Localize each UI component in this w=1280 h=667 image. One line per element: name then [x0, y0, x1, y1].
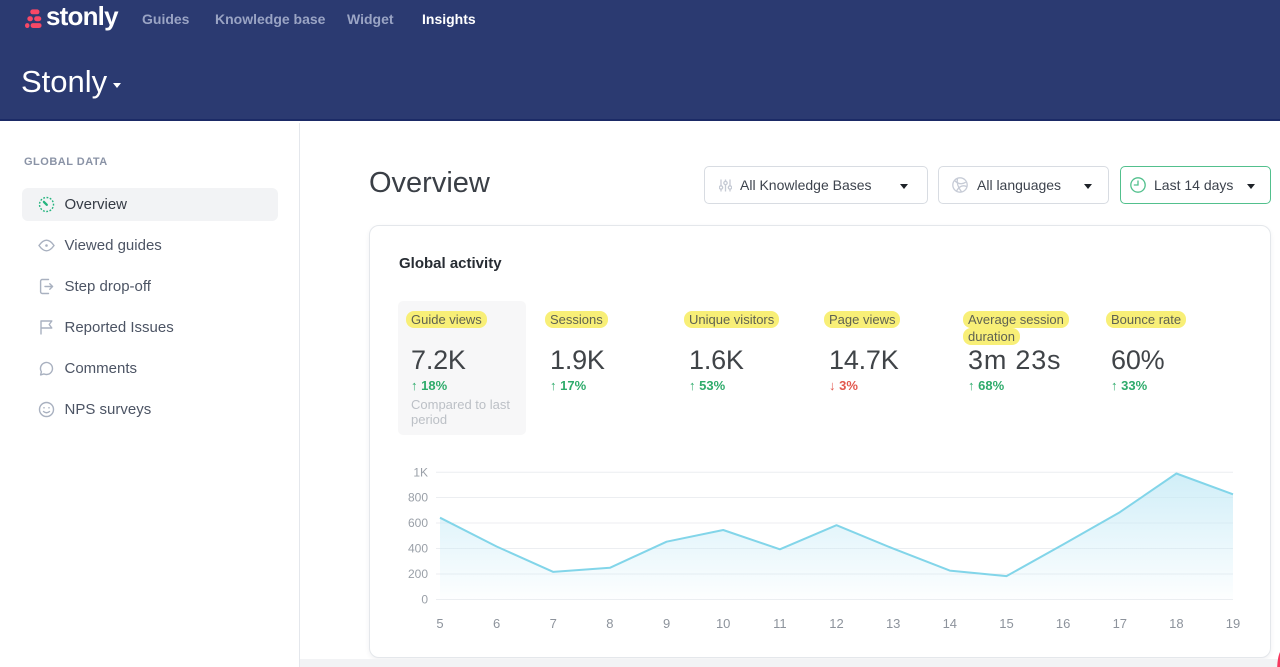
svg-text:10: 10	[716, 616, 730, 631]
svg-text:5: 5	[436, 616, 443, 631]
svg-text:0: 0	[421, 593, 428, 607]
svg-text:15: 15	[999, 616, 1013, 631]
svg-text:800: 800	[408, 491, 428, 505]
svg-text:11: 11	[773, 616, 787, 631]
svg-text:18: 18	[1169, 616, 1183, 631]
svg-text:6: 6	[493, 616, 500, 631]
svg-text:19: 19	[1226, 616, 1240, 631]
svg-text:1K: 1K	[413, 466, 428, 480]
svg-text:200: 200	[408, 567, 428, 581]
svg-text:12: 12	[829, 616, 843, 631]
svg-text:9: 9	[663, 616, 670, 631]
svg-text:14: 14	[943, 616, 957, 631]
svg-text:400: 400	[408, 542, 428, 556]
svg-text:7: 7	[550, 616, 557, 631]
svg-text:13: 13	[886, 616, 900, 631]
svg-text:16: 16	[1056, 616, 1070, 631]
svg-text:8: 8	[606, 616, 613, 631]
svg-text:17: 17	[1113, 616, 1127, 631]
svg-text:600: 600	[408, 516, 428, 530]
